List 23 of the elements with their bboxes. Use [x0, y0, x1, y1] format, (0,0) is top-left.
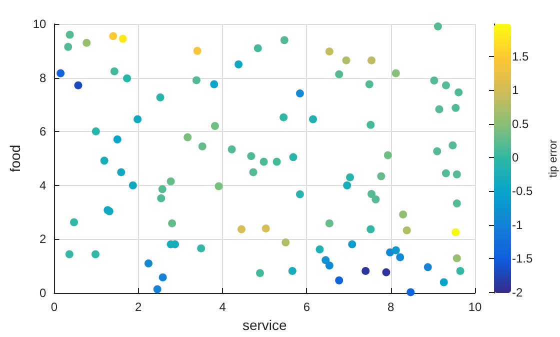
x-tick-label: 8 [388, 300, 395, 314]
x-tick-label: 6 [303, 300, 310, 314]
color-bar-label: -0.5 [512, 184, 534, 198]
color-bar-label: 1.5 [512, 49, 530, 64]
y-tick-label: 0 [40, 286, 47, 300]
y-tick-label: 10 [32, 17, 47, 31]
color-bar-label: -2 [512, 285, 523, 300]
color-bar-label: 0.5 [512, 116, 530, 131]
color-bar-label: 1 [512, 83, 519, 98]
color-bar-label: -1.5 [512, 252, 534, 266]
x-tick-label: 0 [50, 300, 58, 314]
x-tick-label: 4 [219, 300, 226, 314]
y-tick-label: 6 [40, 124, 47, 139]
y-tick-label: 4 [40, 178, 47, 192]
color-bar-title: tip error [548, 139, 560, 178]
y-tick-label: 8 [40, 70, 47, 85]
color-bar-label: 0 [512, 150, 519, 164]
x-tick-label: 10 [468, 300, 482, 314]
color-bar-label: -1 [512, 218, 523, 232]
y-tick-label: 2 [40, 232, 47, 246]
x-axis-title: service [242, 316, 288, 333]
y-axis-title: food [7, 144, 23, 172]
x-tick-label: 2 [135, 300, 142, 314]
